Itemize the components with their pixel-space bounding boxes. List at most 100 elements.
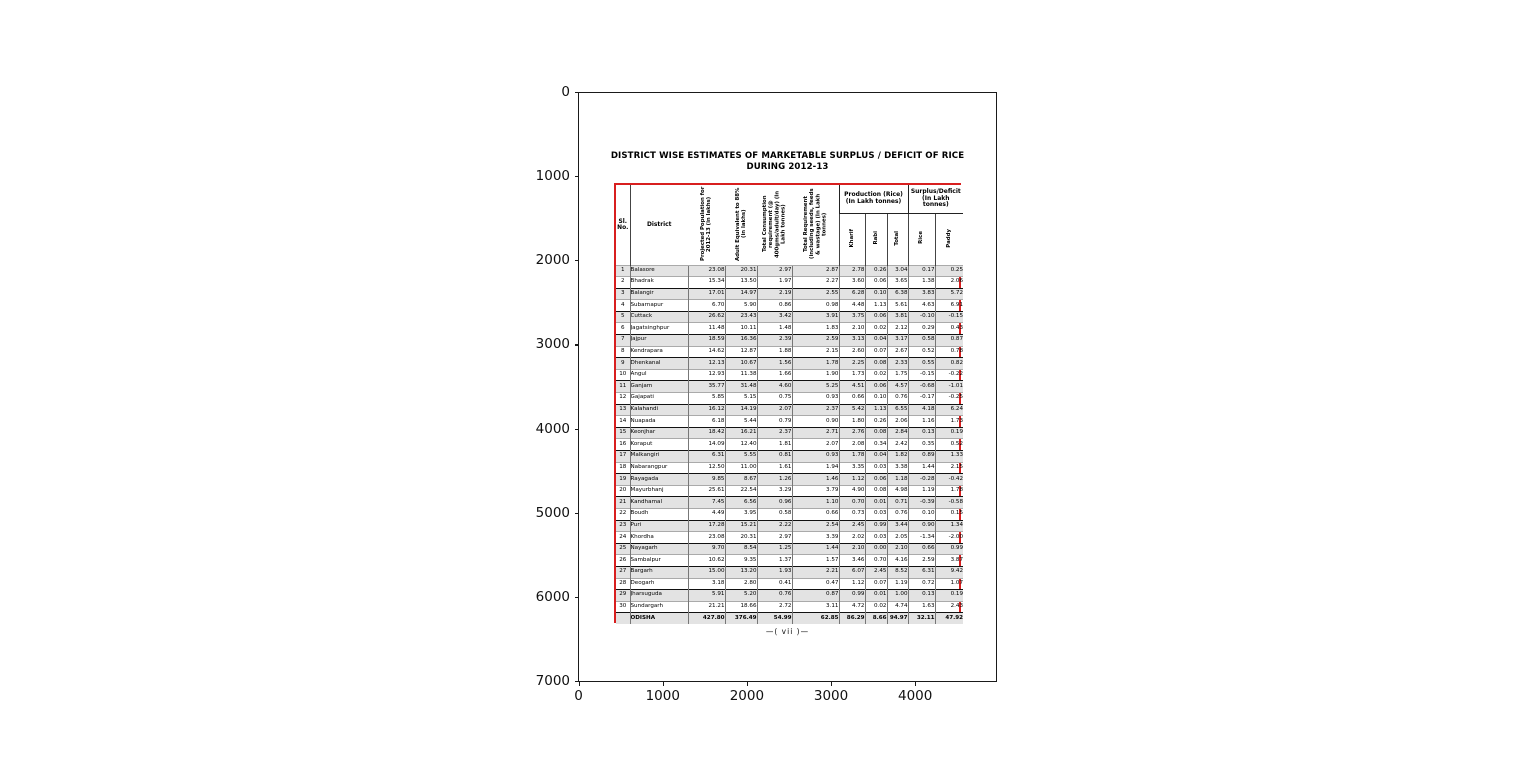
table-row: 5 Cuttack 26.62 23.43 3.42 3.91 3.75 0.06 3.81 -0… [616, 310, 964, 323]
cell-sl: 9 [616, 357, 630, 370]
cell-value: 2.42 [886, 438, 909, 451]
cell-value: 16.12 [687, 403, 725, 416]
cell-district: Jharsuguda [629, 589, 688, 602]
cell-value: 3.04 [886, 264, 909, 277]
cell-value: 0.66 [907, 542, 936, 555]
table-row: 23 Puri 17.28 15.21 2.22 2.54 2.45 0.99 3.44 0.90… [616, 519, 964, 532]
cell-value: 0.10 [864, 287, 887, 300]
cell-value: 0.76 [886, 507, 909, 521]
cell-sl: 30 [616, 600, 630, 613]
cell-value: 54.99 [756, 612, 792, 625]
table-row: 6 Jagatsinghpur 11.48 10.11 1.48 1.83 2.10 0.02… [616, 322, 964, 335]
x-tick-mark [831, 682, 833, 686]
cell-value: 2.45 [838, 519, 865, 532]
cell-value: 0.26 [864, 415, 887, 428]
cell-value: 0.78 [934, 345, 964, 358]
table-row: 28 Deogarh 3.18 2.80 0.41 0.47 1.12 0.07 1.19 0.7… [616, 577, 964, 590]
table-row: 13 Kalahandi 16.12 14.19 2.07 2.37 5.42 1.13 6.5… [616, 403, 964, 416]
cell-value: 1.83 [791, 322, 839, 335]
cell-value: 10.67 [724, 357, 757, 370]
cell-value: 0.06 [864, 276, 887, 289]
cell-value: -0.25 [934, 392, 964, 405]
cell-value: 17.28 [687, 519, 725, 532]
cell-value: -0.15 [907, 368, 936, 381]
cell-sl: 5 [616, 310, 630, 323]
cell-value: 16.36 [724, 334, 757, 347]
cell-value: 3.79 [791, 484, 839, 497]
cell-value: 0.01 [864, 496, 887, 509]
cell-value: 3.42 [756, 310, 792, 323]
cell-value: 2.59 [907, 554, 936, 567]
cell-district: Keonjhar [629, 426, 688, 439]
cell-value: 1.13 [864, 299, 887, 312]
cell-sl: 13 [616, 403, 630, 416]
cell-value: 1.57 [791, 554, 839, 567]
cell-value: 0.43 [934, 322, 964, 335]
cell-value: 0.07 [864, 345, 887, 358]
cell-value: -0.68 [907, 380, 936, 393]
cell-value: 5.20 [724, 589, 757, 602]
cell-value: 26.62 [687, 310, 725, 323]
cell-value: 3.60 [838, 276, 865, 289]
header-kharif: Kharif [838, 213, 865, 265]
y-tick-label: 2000 [535, 252, 570, 269]
cell-value: 0.71 [886, 496, 909, 509]
table-row: 16 Koraput 14.09 12.40 1.81 2.07 2.08 0.34 2.42 0… [616, 438, 964, 451]
cell-value: 0.06 [864, 380, 887, 393]
cell-value: 2.15 [791, 345, 839, 358]
cell-value: 1.46 [791, 473, 839, 486]
cell-value: 3.29 [756, 484, 792, 497]
cell-sl: 15 [616, 426, 630, 439]
cell-value: 2.71 [791, 426, 839, 439]
cell-value: 1.93 [756, 565, 792, 579]
cell-value: 4.18 [907, 403, 936, 416]
cell-value: 23.08 [687, 264, 725, 277]
table-header: Sl. No. District Projected Population fo… [616, 185, 964, 265]
cell-value: 0.08 [864, 484, 887, 497]
y-tick-mark [574, 596, 579, 599]
cell-district: Sundargarh [629, 600, 688, 613]
cell-value: 1.16 [907, 415, 936, 428]
cell-value: 3.17 [886, 334, 909, 347]
cell-value: 5.15 [724, 392, 757, 405]
cell-value: 4.16 [886, 554, 909, 567]
cell-value: 47.92 [934, 612, 964, 625]
cell-sl: 23 [616, 519, 630, 532]
cell-value: 0.86 [756, 299, 792, 312]
cell-value: 22.54 [724, 484, 757, 497]
cell-sl: 20 [616, 484, 630, 497]
cell-value: 4.72 [838, 600, 865, 613]
cell-value: 0.66 [791, 507, 839, 521]
cell-value: 0.98 [791, 299, 839, 312]
cell-value: 0.15 [934, 507, 964, 521]
cell-district: Gajapati [629, 392, 688, 405]
cell-value: 10.11 [724, 322, 757, 335]
cell-district: Cuttack [629, 310, 688, 323]
cell-value: 2.22 [756, 519, 792, 532]
cell-value: 12.87 [724, 345, 757, 358]
x-tick-label: 1000 [645, 688, 680, 704]
table-row: 18 Nabarangpur 12.50 11.00 1.61 1.94 3.35 0.03 3… [616, 461, 964, 474]
figure-title-line1: DISTRICT WISE ESTIMATES OF MARKETABLE SU… [610, 151, 965, 161]
cell-value: 1.75 [886, 368, 909, 381]
cell-value: -0.42 [934, 473, 964, 486]
cell-value: 1.37 [756, 554, 792, 567]
cell-value: 4.60 [756, 380, 792, 393]
cell-value: 2.21 [791, 565, 839, 579]
cell-value: -0.58 [934, 496, 964, 509]
cell-value: 1.12 [838, 473, 865, 486]
cell-value: 0.87 [791, 589, 839, 602]
table-row: 25 Nayagarh 9.70 8.54 1.25 1.44 2.10 0.00 2.10 0.… [616, 542, 964, 555]
y-tick-mark [574, 428, 579, 430]
cell-value: 2.06 [934, 276, 964, 289]
cell-value: 1.38 [907, 276, 936, 289]
cell-district: Kalahandi [629, 403, 688, 416]
cell-value: 2.10 [838, 542, 865, 555]
cell-district: Kendrapara [629, 345, 688, 358]
cell-value: -0.39 [907, 496, 936, 509]
cell-value: 2.45 [864, 565, 887, 579]
cell-value: 0.96 [756, 496, 792, 509]
cell-value: 0.52 [907, 345, 936, 358]
cell-value: 8.52 [886, 565, 909, 579]
cell-value: 0.58 [756, 507, 792, 521]
